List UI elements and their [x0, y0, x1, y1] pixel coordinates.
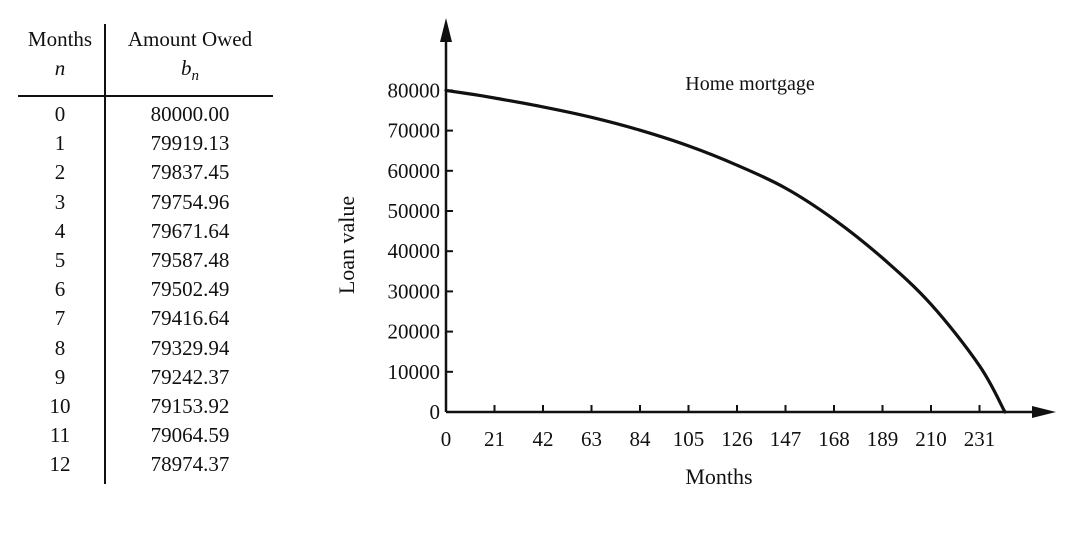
- col-header-amount-owed: Amount Owed: [127, 27, 253, 51]
- x-tick-label: 126: [721, 427, 753, 451]
- x-tick-label: 0: [441, 427, 452, 451]
- cell-n: 9: [54, 364, 66, 389]
- x-tick-label: 42: [533, 427, 554, 451]
- cell-amount-owed: 79754.96: [150, 189, 230, 214]
- cell-n: 10: [49, 394, 71, 418]
- y-tick-label: 80000: [388, 78, 441, 102]
- bn-subscript: n: [191, 68, 200, 85]
- y-tick-label: 60000: [388, 159, 441, 183]
- y-axis-arrow: [440, 18, 452, 42]
- cell-amount-owed: 78974.37: [150, 452, 230, 477]
- cell-amount-owed: 79329.94: [150, 335, 230, 360]
- cell-n: 7: [54, 306, 66, 331]
- y-tick-label: 0: [430, 400, 441, 424]
- cell-n: 5: [54, 248, 66, 272]
- cell-amount-owed: 80000.00: [150, 102, 230, 126]
- header-rule: [18, 95, 273, 97]
- series-line: [444, 88, 1007, 414]
- cell-amount-owed: 79587.48: [150, 248, 230, 272]
- y-axis-label: Loan value: [334, 196, 359, 294]
- cell-n: 8: [54, 335, 66, 360]
- cell-n: 12: [49, 452, 71, 477]
- cell-n: 11: [49, 423, 71, 448]
- x-tick-label: 210: [915, 427, 947, 451]
- chart-title: Home mortgage: [685, 73, 815, 95]
- cell-amount-owed: 79502.49: [150, 277, 230, 302]
- x-tick-label: 168: [818, 427, 850, 451]
- cell-n: 6: [54, 277, 66, 302]
- x-tick-label: 231: [964, 427, 996, 451]
- column-divider: [104, 24, 106, 484]
- x-tick-label: 105: [673, 427, 705, 451]
- x-tick-label: 63: [581, 427, 602, 451]
- x-tick-label: 84: [630, 427, 652, 451]
- x-tick-label: 147: [770, 427, 802, 451]
- y-tick-label: 10000: [388, 360, 441, 384]
- loan-table: Months n Amount Owed bn 0 80000.00 1 79919.…: [0, 0, 300, 500]
- ticks: 0 10000 20000 30000 40000 50000 60000 70000 8000…: [388, 78, 996, 451]
- cell-amount-owed: 79153.92: [150, 394, 230, 418]
- cell-amount-owed: 79064.59: [150, 423, 230, 448]
- y-tick-label: 50000: [388, 199, 441, 223]
- col-header-n: n: [54, 56, 66, 80]
- cell-n: 0: [54, 102, 66, 126]
- x-tick-label: 21: [484, 427, 505, 451]
- series-group: [444, 88, 1007, 414]
- cell-n: 4: [54, 218, 66, 243]
- col-header-bn: bn: [110, 56, 270, 85]
- y-tick-label: 30000: [388, 279, 441, 303]
- y-tick-label: 70000: [388, 119, 441, 143]
- x-axis-label: Months: [685, 464, 752, 489]
- loan-chart: Home mortgage Loan value Months 0 10000 20…: [334, 18, 1056, 489]
- y-tick-label: 20000: [388, 320, 441, 344]
- cell-amount-owed: 79242.37: [150, 364, 230, 389]
- axes: [440, 18, 1056, 418]
- cell-amount-owed: 79416.64: [150, 306, 230, 331]
- cell-n: 2: [54, 160, 66, 185]
- y-tick-label: 40000: [388, 239, 441, 263]
- cell-amount-owed: 79671.64: [150, 218, 230, 243]
- cell-n: 3: [54, 189, 66, 214]
- bn-symbol: b: [181, 56, 192, 80]
- cell-amount-owed: 79837.45: [150, 160, 230, 185]
- cell-amount-owed: 79919.13: [150, 131, 230, 156]
- cell-n: 1: [54, 131, 66, 156]
- x-axis-arrow: [1032, 406, 1056, 418]
- x-tick-label: 189: [867, 427, 899, 451]
- col-header-months: Months: [27, 27, 93, 51]
